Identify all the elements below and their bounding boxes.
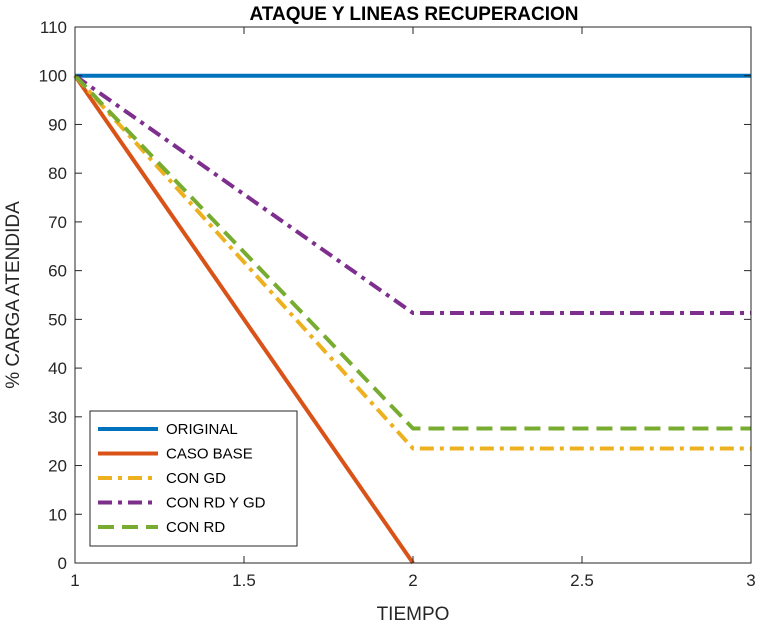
y-tick-label: 100 bbox=[39, 67, 67, 86]
y-tick-label: 20 bbox=[48, 457, 67, 476]
y-tick-label: 80 bbox=[48, 164, 67, 183]
x-axis-label: TIEMPO bbox=[377, 604, 450, 625]
series-layer bbox=[73, 73, 751, 565]
series-line-2 bbox=[73, 74, 415, 565]
y-tick-label: 30 bbox=[48, 408, 67, 427]
x-tick-label: 2 bbox=[408, 571, 417, 590]
series-line-3 bbox=[73, 74, 751, 451]
x-tick-label: 2.5 bbox=[570, 571, 594, 590]
y-tick-label: 40 bbox=[48, 359, 67, 378]
legend-label-1: ORIGINAL bbox=[166, 421, 238, 438]
legend-box bbox=[89, 410, 298, 547]
series-line-4 bbox=[73, 74, 751, 316]
y-tick-label: 50 bbox=[48, 310, 67, 329]
x-tick-label: 1.5 bbox=[232, 571, 256, 590]
legend-label-4: CON RD Y GD bbox=[166, 495, 266, 512]
series-line-5 bbox=[73, 74, 751, 431]
chart-title: ATAQUE Y LINEAS RECUPERACION bbox=[249, 4, 578, 25]
legend-label-5: CON RD bbox=[166, 519, 225, 536]
y-tick-label: 0 bbox=[58, 554, 67, 573]
y-tick-label: 110 bbox=[40, 18, 67, 37]
x-tick-label: 1 bbox=[70, 571, 79, 590]
y-tick-label: 60 bbox=[48, 262, 67, 281]
y-tick-label: 90 bbox=[48, 115, 67, 134]
legend: ORIGINAL CASO BASE CON GD CON RD Y GD CON RD bbox=[89, 410, 298, 547]
y-tick-label: 70 bbox=[48, 213, 67, 232]
legend-label-2: CASO BASE bbox=[166, 446, 253, 463]
y-tick-label: 10 bbox=[48, 505, 67, 524]
y-axis-label: % CARGA ATENDIDA bbox=[3, 201, 24, 389]
x-tick-label: 3 bbox=[746, 571, 755, 590]
legend-label-3: CON GD bbox=[166, 470, 226, 487]
